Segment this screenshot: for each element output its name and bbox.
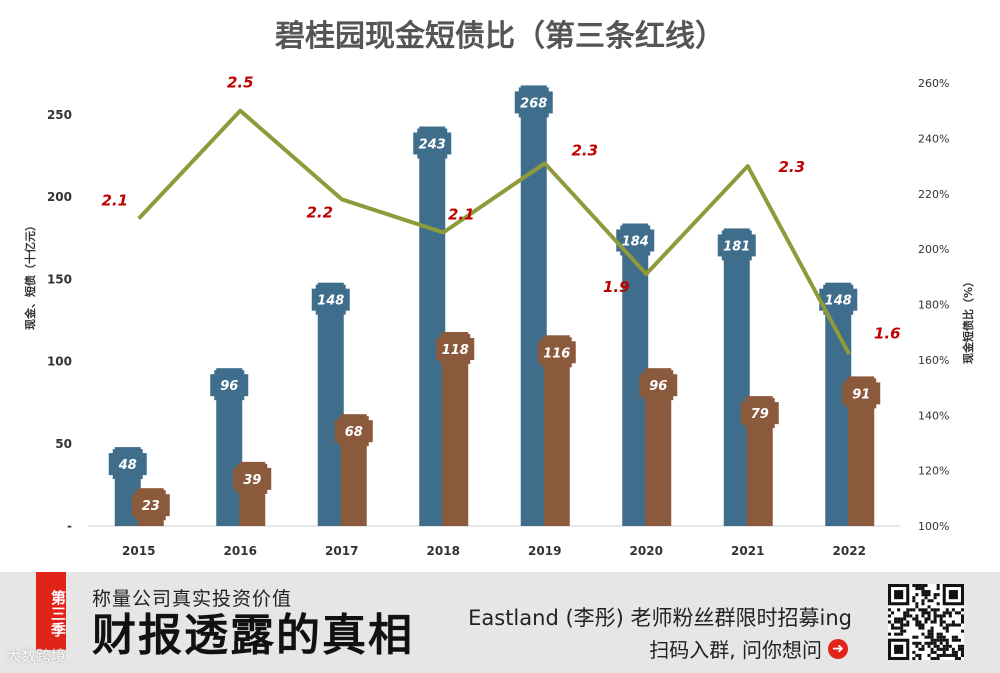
- bar: [419, 126, 446, 527]
- bar-value-label: 268: [520, 96, 547, 111]
- x-tick-label: 2015: [122, 544, 155, 558]
- bar-label-badge: [440, 334, 471, 365]
- x-tick-label: 2016: [224, 544, 257, 558]
- bar-label-badge: [823, 284, 854, 315]
- ratio-data-label: 1.9: [603, 278, 630, 296]
- x-tick-label: 2021: [731, 544, 764, 558]
- ratio-data-label: 2.2: [306, 203, 333, 221]
- y2-tick-label: 260%: [918, 77, 949, 90]
- y2-tick-label: 180%: [918, 299, 949, 312]
- banner-slogan: 称量公司真实投资价值: [92, 588, 293, 610]
- y-tick-label: 150: [47, 272, 72, 286]
- bar-label-badge: [214, 370, 245, 401]
- bar-label-badge: [315, 284, 346, 315]
- arrow-right-circle-icon: ➜: [828, 638, 848, 659]
- qr-code-icon[interactable]: [888, 584, 964, 660]
- bar-label-badge: [338, 416, 369, 447]
- bar: [723, 228, 750, 526]
- y-tick-label: 200: [47, 190, 72, 204]
- promo-banner: 第三季 称量公司真实投资价值 财报透露的真相 Eastland (李彤) 老师粉…: [0, 572, 1000, 673]
- x-tick-label: 2018: [427, 544, 460, 558]
- bar-label-badge: [518, 87, 549, 118]
- bar-value-label: 243: [419, 138, 446, 153]
- bar: [520, 85, 547, 527]
- y-axis-title: 现金、短债（十亿元）: [23, 220, 37, 330]
- bar-label-badge: [541, 337, 572, 368]
- bar-value-label: 181: [723, 239, 750, 254]
- ratio-data-label: 2.1: [101, 192, 128, 210]
- bar-value-label: 148: [825, 294, 852, 309]
- ratio-data-label: 2.1: [448, 206, 475, 224]
- bar-value-label: 39: [243, 473, 261, 488]
- y2-tick-label: 240%: [918, 132, 949, 145]
- y2-tick-label: 220%: [918, 188, 949, 201]
- scan-cta[interactable]: 扫码入群, 问你想问 ➜: [649, 634, 848, 663]
- bar-label-badge: [846, 378, 877, 409]
- y2-axis-title: 现金短债比（%）: [961, 276, 975, 364]
- bar-label-badge: [643, 370, 674, 401]
- y-tick-label: -: [67, 519, 72, 533]
- y2-tick-label: 140%: [918, 409, 949, 422]
- bar-value-label: 23: [142, 499, 160, 514]
- bar-label-badge: [112, 449, 143, 480]
- bar-value-label: 96: [220, 379, 238, 394]
- y-tick-label: 100: [47, 355, 72, 369]
- bar-value-label: 184: [622, 235, 649, 250]
- bar-value-label: 48: [118, 458, 137, 473]
- y2-tick-label: 100%: [918, 520, 949, 533]
- bar-label-badge: [744, 398, 775, 429]
- bar: [317, 282, 344, 526]
- scan-text: 扫码入群, 问你想问: [649, 638, 822, 662]
- ratio-data-label: 2.3: [778, 158, 805, 176]
- bar-value-label: 79: [751, 407, 769, 422]
- bar-label-badge: [237, 463, 268, 494]
- y-tick-label: 250: [47, 108, 72, 122]
- bar-label-badge: [417, 128, 448, 159]
- bar-value-label: 91: [852, 387, 870, 402]
- bar-value-label: 116: [543, 346, 570, 361]
- bar-value-label: 118: [442, 343, 469, 358]
- bar-label-badge: [721, 230, 752, 261]
- x-tick-label: 2017: [325, 544, 358, 558]
- bar-label-badge: [135, 490, 166, 521]
- y2-tick-label: 200%: [918, 243, 949, 256]
- ratio-data-label: 2.3: [571, 141, 598, 159]
- bar-value-label: 68: [345, 425, 363, 440]
- ratio-line: [137, 108, 852, 356]
- banner-headline: 财报透露的真相: [92, 610, 414, 661]
- chart-canvas: 碧桂园现金短债比（第三条红线） - 50 100 150 200 250 100% 120% 14…: [23, 19, 975, 558]
- x-tick-label: 2020: [630, 544, 663, 558]
- x-tick-label: 2022: [833, 544, 866, 558]
- bar-value-label: 148: [317, 294, 344, 309]
- bar: [442, 332, 469, 526]
- season-badge: 第三季: [36, 572, 67, 650]
- recruit-text: Eastland (李彤) 老师粉丝群限时招募ing: [468, 606, 852, 630]
- ratio-data-label: 2.5: [227, 74, 254, 92]
- y2-tick-label: 120%: [918, 465, 949, 478]
- chart-title: 碧桂园现金短债比（第三条红线）: [275, 19, 725, 54]
- y-tick-label: 50: [55, 437, 72, 451]
- y2-tick-label: 160%: [918, 354, 949, 367]
- watermark: 大数跨境: [6, 647, 67, 665]
- bar-value-label: 96: [649, 379, 667, 394]
- x-tick-label: 2019: [528, 544, 561, 558]
- ratio-data-label: 1.6: [874, 324, 901, 342]
